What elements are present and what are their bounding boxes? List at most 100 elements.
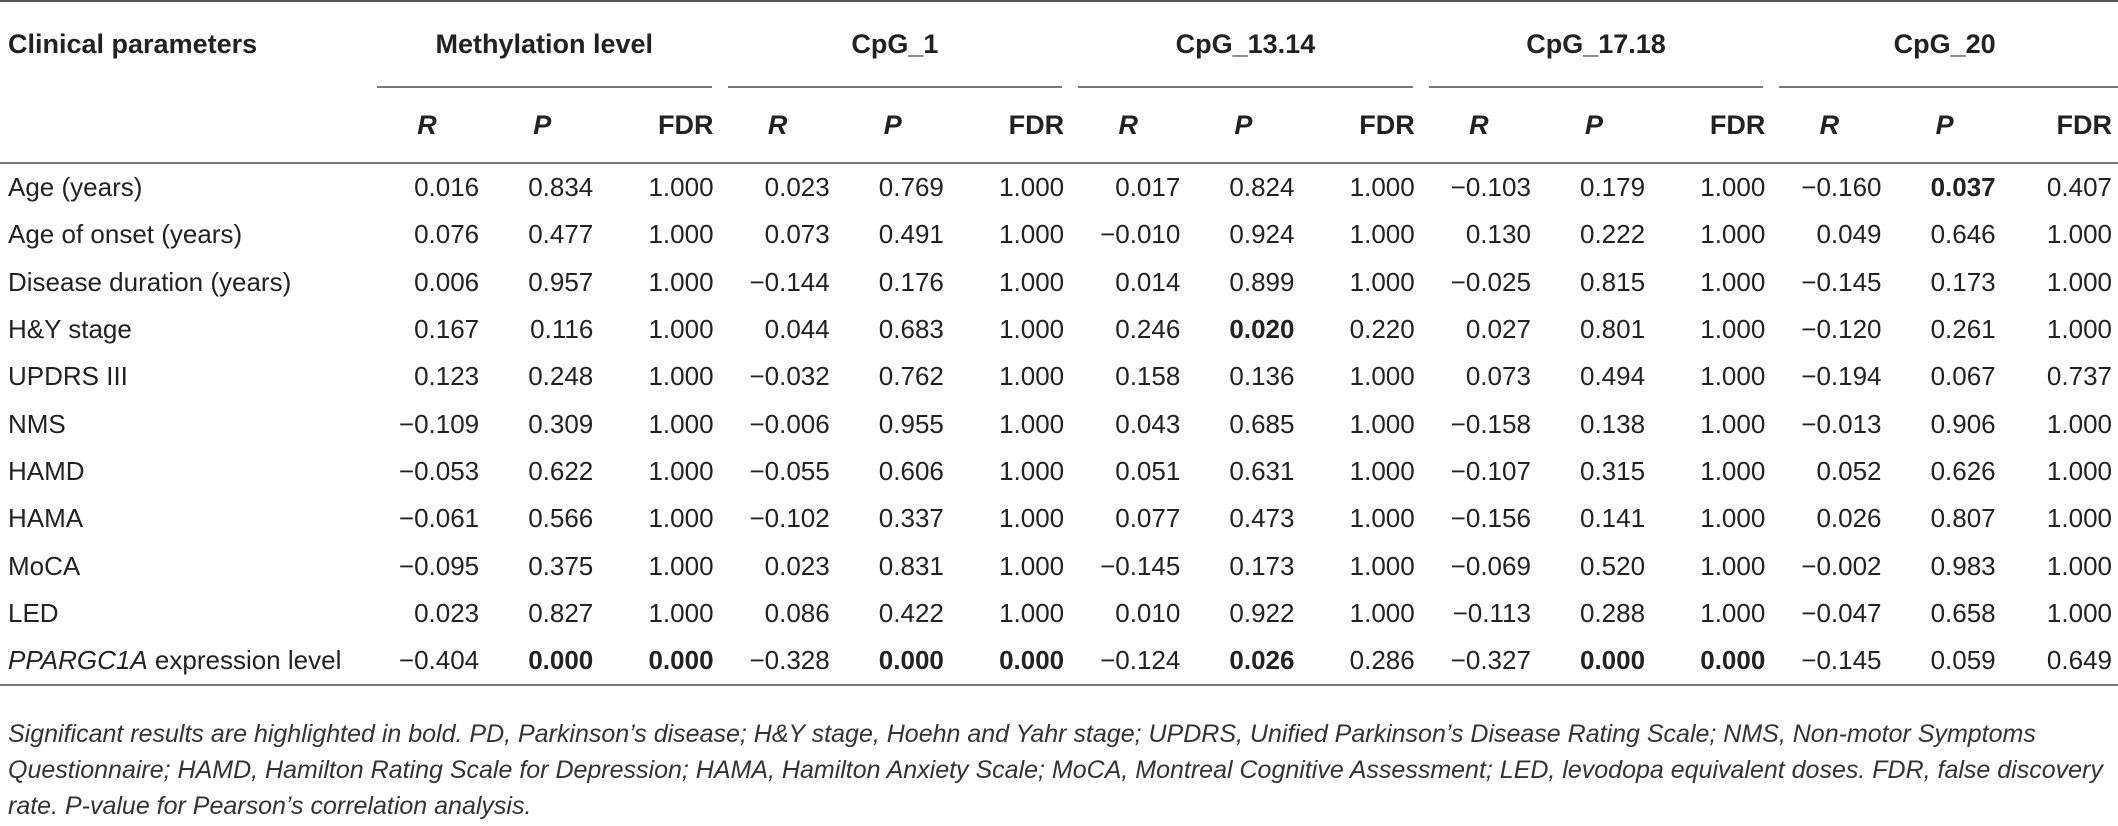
- table-cell: 1.000: [648, 361, 714, 392]
- table-cell: 1.000: [1700, 266, 1766, 297]
- table-cell: 1.000: [648, 219, 714, 250]
- table-cell: −0.032: [749, 361, 830, 392]
- header-cpg-17-18: CpG_17.18: [1526, 28, 1666, 59]
- table-cell: 0.052: [1816, 455, 1882, 486]
- table-cell: −0.144: [749, 266, 830, 297]
- table-cell: 0.073: [1465, 361, 1531, 392]
- table-cell: 1.000: [2046, 219, 2112, 250]
- table-row: HAMD −0.053 0.622 1.000 −0.055 0.606 1.000 0.05…: [0, 448, 2118, 495]
- table-cell: 0.000: [648, 645, 714, 676]
- table-cell: −0.069: [1450, 550, 1531, 581]
- table-cell: 1.000: [648, 314, 714, 345]
- table-cell: 0.315: [1579, 455, 1646, 486]
- table-row: Age (years) 0.016 0.834 1.000 0.023 0.769 1.00…: [0, 164, 2118, 211]
- table-cell: −0.061: [398, 503, 480, 534]
- table-cell: 0.309: [528, 408, 594, 439]
- table-cell: −0.047: [1801, 597, 1882, 628]
- table-cell: 0.138: [1579, 408, 1646, 439]
- table-cell: −0.010: [1100, 219, 1181, 250]
- table-cell: 0.622: [528, 455, 594, 486]
- table-cell: 1.000: [2046, 314, 2112, 345]
- table-cell: 0.000: [528, 645, 594, 676]
- table-cell: 1.000: [999, 314, 1065, 345]
- table-cell: 0.141: [1579, 503, 1646, 534]
- table-cell: 1.000: [2046, 266, 2112, 297]
- subheader-fdr: FDR: [2056, 109, 2113, 140]
- table-cell: 0.076: [414, 219, 480, 250]
- table-cell: 1.000: [999, 219, 1065, 250]
- table-cell: 0.566: [528, 503, 594, 534]
- table-cell: 0.073: [764, 219, 830, 250]
- table-cell: 1.000: [999, 172, 1065, 203]
- table-cell: −0.103: [1450, 172, 1531, 203]
- table-cell: 0.899: [1229, 266, 1295, 297]
- table-cell: −0.102: [749, 503, 830, 534]
- table-cell: 0.762: [878, 361, 944, 392]
- table-cell: 1.000: [999, 503, 1065, 534]
- table-cell: 1.000: [1700, 219, 1766, 250]
- subheader-fdr: FDR: [658, 109, 714, 140]
- table-cell: 0.000: [999, 645, 1065, 676]
- subheader-p: P: [533, 109, 552, 140]
- subheader-r: R: [417, 109, 437, 140]
- table-cell: 0.023: [764, 550, 830, 581]
- table-cell: 1.000: [1349, 503, 1415, 534]
- table-cell: 0.658: [1930, 597, 1996, 628]
- subheader-p: P: [883, 109, 902, 140]
- table-cell: −0.109: [398, 408, 480, 439]
- table-cell: 1.000: [648, 266, 714, 297]
- table-cell: −0.055: [749, 455, 830, 486]
- table-cell: 1.000: [1349, 172, 1415, 203]
- table-cell: 1.000: [648, 408, 714, 439]
- table-cell: 0.023: [414, 597, 480, 628]
- table-cell: 0.020: [1229, 314, 1295, 345]
- table-body: Clinical parameters Methylation level Cp…: [0, 0, 2118, 688]
- table-cell: −0.404: [398, 645, 480, 676]
- table-cell: −0.327: [1450, 645, 1531, 676]
- table-cell: 0.286: [1349, 645, 1415, 676]
- table-cell: −0.006: [749, 408, 830, 439]
- table-cell: 1.000: [999, 361, 1065, 392]
- table-cell: −0.145: [1801, 266, 1882, 297]
- table-cell: −0.013: [1801, 408, 1882, 439]
- row-label: LED: [8, 597, 59, 628]
- table-cell: 0.955: [878, 408, 944, 439]
- row-label: PPARGC1A expression level: [0, 637, 369, 685]
- table-cell: 1.000: [999, 455, 1065, 486]
- table-cell: 1.000: [1349, 361, 1415, 392]
- table-footnote: Significant results are highlighted in b…: [8, 720, 2103, 820]
- table-cell: 0.010: [1115, 597, 1181, 628]
- subheader-fdr: FDR: [1359, 109, 1415, 140]
- row-label: HAMA: [8, 503, 84, 534]
- table-cell: 0.924: [1229, 219, 1295, 250]
- table-cell: 0.051: [1115, 455, 1181, 486]
- table-cell: 0.000: [1579, 645, 1646, 676]
- table-cell: 0.179: [1579, 172, 1646, 203]
- table-cell: 0.026: [1229, 645, 1295, 676]
- table-cell: 0.906: [1930, 408, 1996, 439]
- table-cell: 0.473: [1229, 503, 1295, 534]
- bottom-rule: [0, 684, 2118, 688]
- table-cell: 0.288: [1579, 597, 1646, 628]
- subheader-fdr: FDR: [1709, 109, 1766, 140]
- table-cell: 0.831: [878, 550, 944, 581]
- subheader-p: P: [1935, 109, 1954, 140]
- subheader-row: R P FDR R P FDR R P FDR R P FDR R P FDR: [0, 88, 2118, 163]
- table-cell: 0.494: [1579, 361, 1646, 392]
- table-cell: 0.026: [1816, 503, 1882, 534]
- table-cell: 0.222: [1579, 219, 1646, 250]
- table-cell: 1.000: [1349, 266, 1415, 297]
- table-cell: 0.173: [1930, 266, 1996, 297]
- table-cell: 1.000: [2046, 408, 2112, 439]
- table-cell: −0.160: [1801, 172, 1882, 203]
- table-cell: −0.025: [1450, 266, 1531, 297]
- table-cell: 0.246: [1115, 314, 1181, 345]
- correlation-table: Clinical parameters Methylation level Cp…: [0, 0, 2118, 688]
- table-cell: 0.337: [878, 503, 944, 534]
- table-cell: 0.123: [414, 361, 480, 392]
- table-cell: 0.375: [528, 550, 594, 581]
- table-cell: 1.000: [1349, 408, 1415, 439]
- table-cell: 1.000: [2046, 503, 2112, 534]
- table-cell: 0.014: [1115, 266, 1181, 297]
